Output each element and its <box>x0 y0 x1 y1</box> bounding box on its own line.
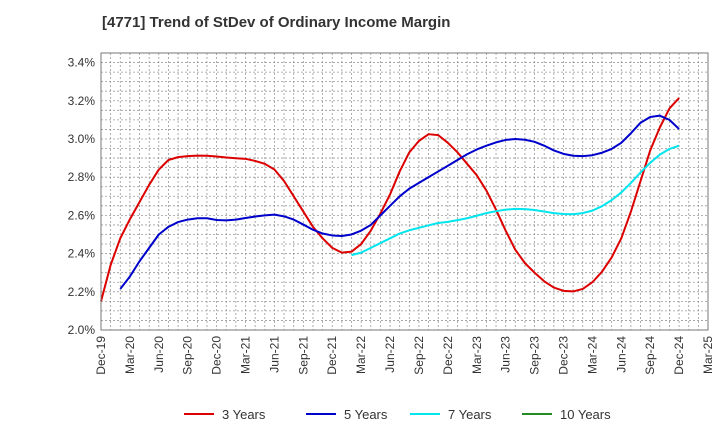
x-tick-label: Mar-24 <box>585 336 599 374</box>
x-tick-label: Jun-23 <box>499 336 513 373</box>
y-tick-label: 2.2% <box>68 285 96 299</box>
plot-frame <box>100 52 709 331</box>
x-tick-label: Sep-23 <box>528 336 542 375</box>
x-tick-label: Dec-21 <box>325 336 339 375</box>
x-tick-label: Sep-24 <box>643 336 657 375</box>
legend-label: 7 Years <box>448 407 492 422</box>
series-line-3-years <box>100 97 680 302</box>
x-tick-label: Jun-20 <box>152 336 166 373</box>
y-tick-label: 2.0% <box>68 323 96 337</box>
x-tick-label: Mar-25 <box>701 336 715 374</box>
y-tick-label: 3.0% <box>68 132 96 146</box>
series-line-7-years <box>351 144 680 257</box>
x-tick-label: Dec-24 <box>672 336 686 375</box>
legend-label: 5 Years <box>344 407 388 422</box>
x-tick-label: Mar-23 <box>470 336 484 374</box>
axis-layer: 2.0% 2.2% 2.4% 2.6% 2.8% 3.0% 3.2% 3.4% Dec-19 Ma… <box>68 56 715 375</box>
x-tick-label: Dec-19 <box>94 336 108 375</box>
x-tick-label: Sep-20 <box>181 336 195 375</box>
y-tick-label: 3.4% <box>68 56 96 70</box>
legend-label: 10 Years <box>560 407 611 422</box>
x-tick-label: Sep-22 <box>412 336 426 375</box>
x-tick-label: Sep-21 <box>296 336 310 375</box>
y-tick-label: 3.2% <box>68 94 96 108</box>
x-tick-label: Mar-20 <box>123 336 137 374</box>
x-tick-label: Jun-24 <box>614 336 628 373</box>
x-tick-label: Mar-22 <box>354 336 368 374</box>
legend-label: 3 Years <box>222 407 266 422</box>
x-tick-label: Dec-22 <box>441 336 455 375</box>
series-layer <box>100 97 680 302</box>
x-tick-label: Dec-23 <box>556 336 570 375</box>
x-tick-label: Dec-20 <box>210 336 224 375</box>
y-tick-label: 2.6% <box>68 208 96 222</box>
y-tick-label: 2.4% <box>68 247 96 261</box>
grid-layer <box>101 53 708 330</box>
y-tick-label: 2.8% <box>68 170 96 184</box>
x-tick-label: Jun-21 <box>267 336 281 373</box>
series-line-5-years <box>119 114 680 290</box>
x-tick-label: Mar-21 <box>239 336 253 374</box>
chart-title: [4771] Trend of StDev of Ordinary Income… <box>102 14 451 31</box>
x-tick-label: Jun-22 <box>383 336 397 373</box>
legend: 3 Years 5 Years 7 Years 10 Years <box>184 407 611 422</box>
